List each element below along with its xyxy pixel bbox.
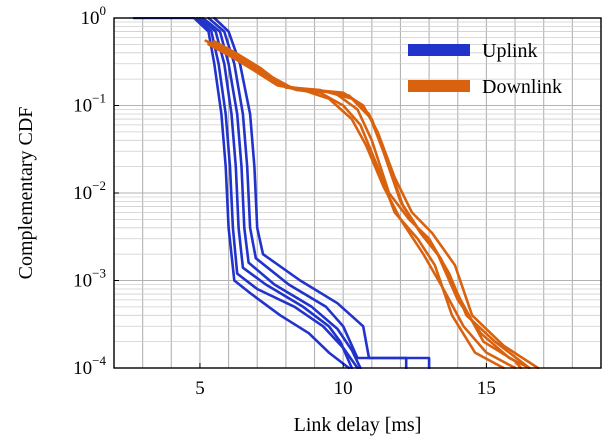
y-tick-label: 10−3 bbox=[73, 266, 106, 292]
uplink-series-line-3 bbox=[198, 17, 354, 369]
y-tick-label: 100 bbox=[81, 3, 107, 29]
legend-label: Downlink bbox=[482, 76, 562, 98]
y-tick-label: 10−1 bbox=[73, 91, 106, 117]
legend: Uplink Downlink bbox=[408, 40, 562, 98]
uplink-series-line-1 bbox=[132, 17, 351, 369]
downlink-series-line-12 bbox=[218, 44, 523, 369]
uplink-series-line-2 bbox=[195, 17, 359, 369]
x-tick-label: 15 bbox=[477, 378, 496, 399]
x-axis-label: Link delay [ms] bbox=[294, 414, 422, 436]
downlink-series-line-8 bbox=[207, 43, 517, 369]
y-tick-label: 10−4 bbox=[73, 353, 106, 379]
uplink-series-line-6 bbox=[213, 17, 408, 369]
uplink-series-line-4 bbox=[201, 17, 362, 369]
uplink-series-line-5 bbox=[207, 17, 431, 369]
legend-label: Uplink bbox=[482, 40, 538, 62]
y-tick-label: 10−2 bbox=[73, 178, 106, 204]
y-axis-label: Complementary CDF bbox=[15, 107, 37, 280]
x-tick-label: 10 bbox=[334, 378, 353, 399]
tick-layer: 5 10 15 100 10−1 10−2 10−3 10−4 bbox=[73, 3, 496, 399]
series-layer bbox=[132, 17, 540, 369]
grid bbox=[113, 17, 602, 369]
x-tick-label: 5 bbox=[195, 378, 205, 399]
